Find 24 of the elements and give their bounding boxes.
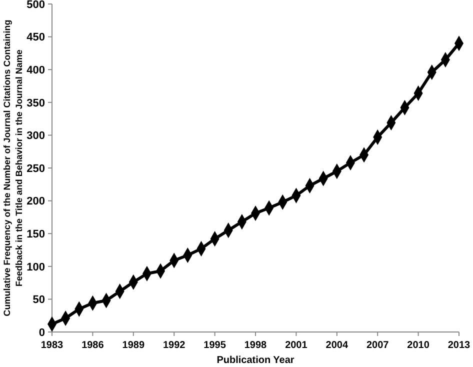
y-tick-label: 150 [26,228,45,240]
y-tick-label: 450 [26,32,45,44]
x-tick-label: 2010 [407,340,430,351]
x-tick-label: 2001 [285,340,308,351]
y-tick-label: 250 [26,162,45,175]
y-axis-title: Cumulative Frequency of the Number of Journal Citations Containing Feedback in the Title and Behavior in the Journal Name [2,20,24,316]
x-tick-label: 1995 [204,340,226,351]
x-tick-label: 1992 [162,340,186,351]
y-tick-label: 300 [26,130,45,142]
y-tick-label: 200 [26,196,45,208]
y-tick-label: 350 [26,97,45,110]
y-tick-label: 50 [32,294,45,306]
x-tick-label: 2013 [448,340,471,351]
x-tick-label: 1986 [82,340,104,351]
y-tick-label: 100 [26,261,45,274]
y-tick-label: 500 [26,0,45,11]
y-tick-label: 400 [26,64,45,76]
x-tick-label: 1983 [40,340,64,351]
y-tick-label: 0 [38,326,45,339]
x-tick-label: 1989 [122,340,145,351]
x-tick-label: 1998 [244,340,268,351]
x-axis-title: Publication Year [216,355,294,366]
x-tick-label: 2007 [366,340,390,351]
x-tick-label: 2004 [326,340,348,351]
